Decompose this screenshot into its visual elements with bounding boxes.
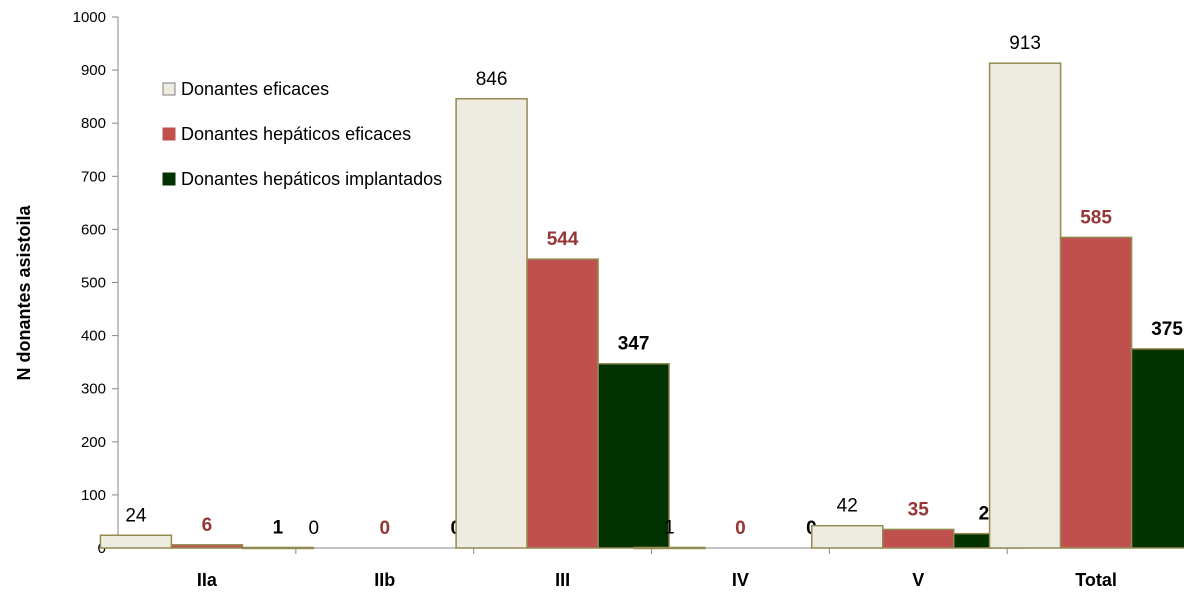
y-tick-label: 600 xyxy=(81,221,106,238)
data-label: 0 xyxy=(308,518,319,539)
data-label: 42 xyxy=(837,496,858,517)
data-label: 0 xyxy=(735,518,746,539)
bar xyxy=(170,544,244,549)
bar xyxy=(526,258,599,549)
y-tick-label: 200 xyxy=(81,434,106,451)
data-label: 6 xyxy=(202,515,213,536)
data-label: 585 xyxy=(1080,207,1112,228)
data-label: 1 xyxy=(664,517,675,538)
legend-swatch xyxy=(162,172,176,186)
bar xyxy=(1130,348,1184,549)
x-tick-label: IV xyxy=(732,570,749,590)
legend-swatch xyxy=(162,82,176,96)
data-label: 24 xyxy=(125,505,147,526)
bar xyxy=(811,524,884,549)
y-tick-label: 500 xyxy=(81,275,106,292)
plot-area: 01002003004005006007008009001000IIa2461I… xyxy=(73,9,1184,590)
data-label: 347 xyxy=(618,334,650,355)
x-tick-label: IIa xyxy=(197,570,218,590)
bar xyxy=(633,546,706,550)
x-tick-label: IIb xyxy=(374,570,395,590)
legend-label: Donantes hepáticos eficaces xyxy=(181,124,411,144)
bar xyxy=(99,534,173,549)
data-label: 846 xyxy=(476,69,508,90)
data-label: 375 xyxy=(1151,319,1183,340)
y-tick-label: 100 xyxy=(81,487,106,504)
legend-label: Donantes hepáticos implantados xyxy=(181,169,442,189)
x-tick-label: Total xyxy=(1075,570,1117,590)
bar xyxy=(241,546,315,550)
y-axis-title: N donantes asistoila xyxy=(14,204,34,380)
y-tick-label: 700 xyxy=(81,168,106,185)
legend: Donantes eficaces Donantes hepáticos efic… xyxy=(162,79,442,189)
y-tick-label: 900 xyxy=(81,62,106,79)
x-tick-label: V xyxy=(912,570,924,590)
bar xyxy=(1059,236,1133,549)
legend-swatch xyxy=(162,127,176,141)
data-label: 544 xyxy=(547,229,579,250)
bar xyxy=(988,62,1062,549)
y-tick-label: 400 xyxy=(81,328,106,345)
legend-label: Donantes eficaces xyxy=(181,79,329,99)
x-tick-label: III xyxy=(555,570,570,590)
data-label: 35 xyxy=(908,499,930,520)
bar xyxy=(597,362,670,549)
data-label: 1 xyxy=(273,517,284,538)
data-label: 0 xyxy=(379,518,390,539)
y-tick-label: 300 xyxy=(81,381,106,398)
bar xyxy=(455,98,528,549)
y-tick-label: 1000 xyxy=(73,9,106,26)
y-axis-title-group: N donantes asistoila xyxy=(14,204,34,380)
bar xyxy=(882,528,955,549)
data-label: 913 xyxy=(1009,33,1041,54)
y-tick-label: 800 xyxy=(81,115,106,132)
